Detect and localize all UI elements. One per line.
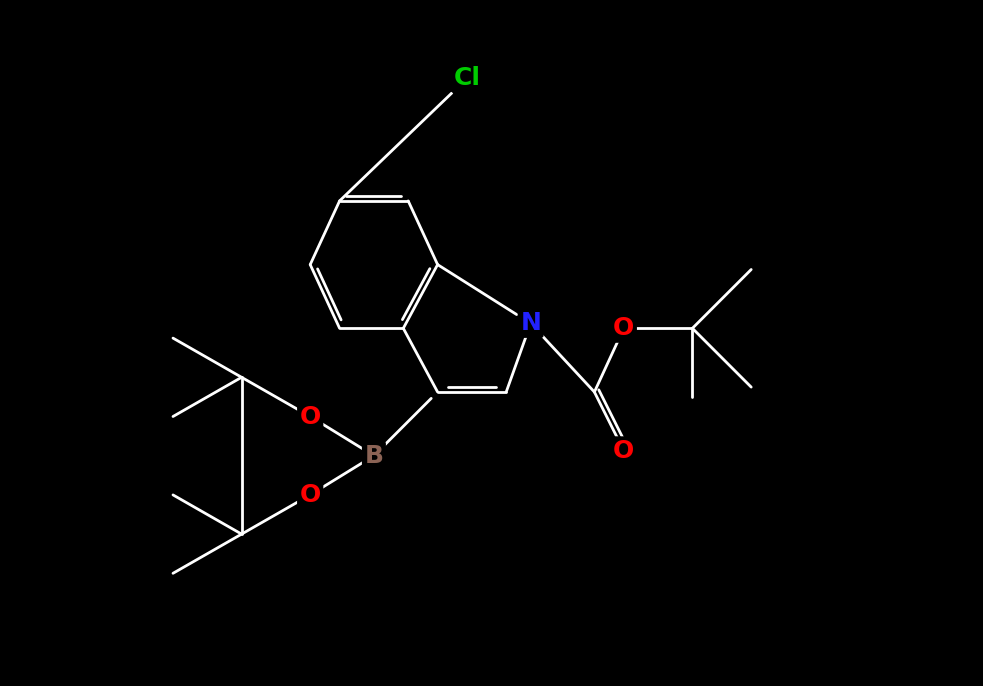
Text: O: O bbox=[613, 316, 634, 340]
Text: O: O bbox=[300, 483, 320, 507]
Text: O: O bbox=[613, 439, 634, 463]
Text: Cl: Cl bbox=[453, 67, 481, 91]
Text: N: N bbox=[520, 311, 541, 335]
Text: B: B bbox=[365, 444, 383, 468]
Text: O: O bbox=[300, 405, 320, 429]
